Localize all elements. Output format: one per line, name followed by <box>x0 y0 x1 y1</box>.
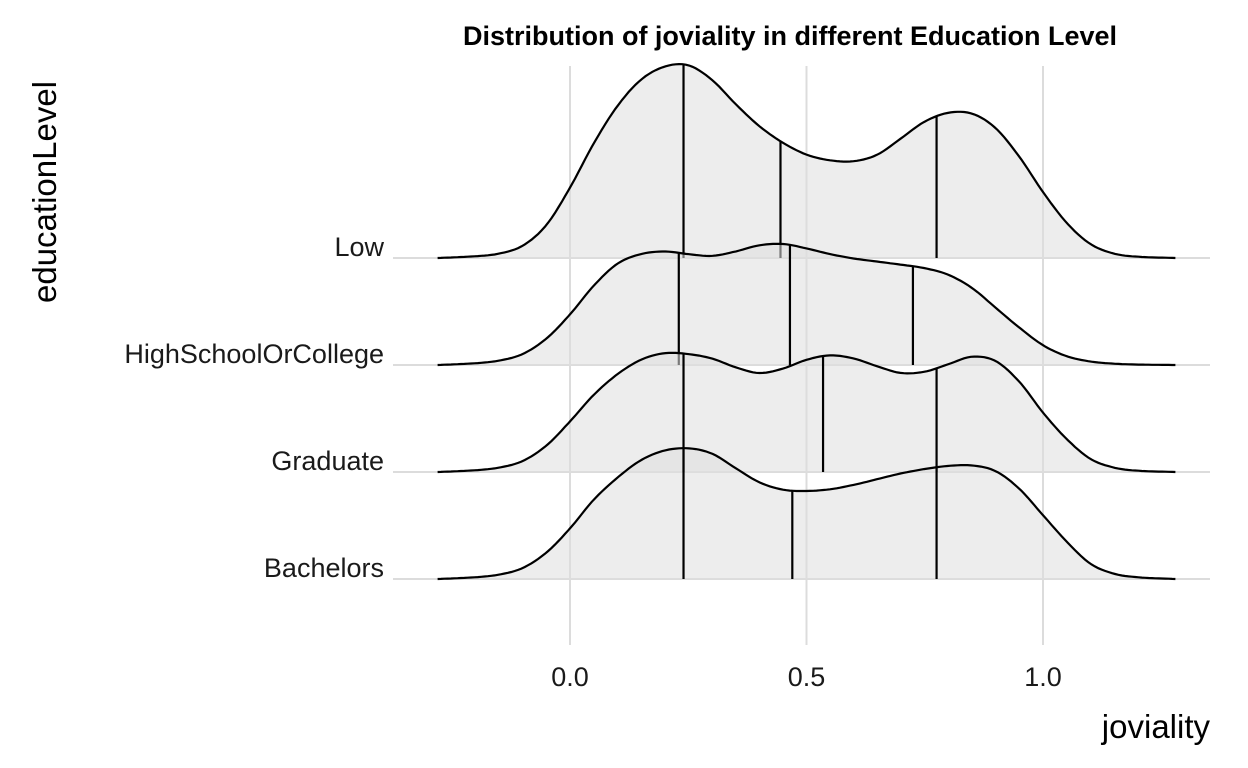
x-tick-label-0.0: 0.0 <box>551 662 589 692</box>
ridge-Low <box>437 62 1176 260</box>
y-tick-labels: Bachelors Graduate HighSchoolOrCollege Low <box>124 232 384 583</box>
y-tick-label-Graduate: Graduate <box>271 446 384 476</box>
ridge-Graduate <box>437 351 1176 474</box>
x-tick-label-0.5: 0.5 <box>788 662 826 692</box>
density-line-HighSchoolOrCollege <box>437 242 1176 367</box>
ridge-Bachelors <box>437 447 1176 581</box>
y-axis-title: educationLevel <box>26 81 63 303</box>
x-axis-title: joviality <box>1101 708 1211 745</box>
density-line-Bachelors <box>437 447 1176 581</box>
ridge-fill-Graduate <box>437 352 1176 472</box>
chart-title: Distribution of joviality in different E… <box>463 21 1117 51</box>
y-tick-label-HighSchoolOrCollege: HighSchoolOrCollege <box>124 339 384 369</box>
density-line-Low <box>437 62 1176 260</box>
ridge-HighSchoolOrCollege <box>437 242 1176 367</box>
ridge-fill-HighSchoolOrCollege <box>437 243 1176 365</box>
density-line-Graduate <box>437 351 1176 474</box>
ridges <box>437 62 1176 581</box>
y-tick-label-Low: Low <box>334 232 384 262</box>
ridge-fill-Low <box>437 64 1176 258</box>
ridge-fill-Bachelors <box>437 448 1176 579</box>
x-tick-label-1.0: 1.0 <box>1024 662 1062 692</box>
y-tick-label-Bachelors: Bachelors <box>264 553 384 583</box>
x-tick-labels: 0.0 0.5 1.0 <box>551 662 1062 692</box>
